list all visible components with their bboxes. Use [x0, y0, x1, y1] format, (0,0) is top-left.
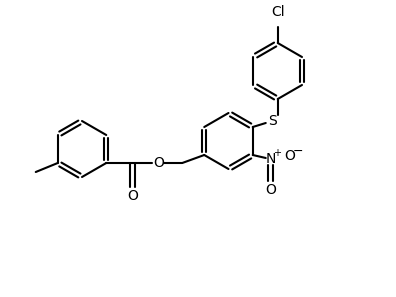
Text: Cl: Cl: [271, 5, 285, 19]
Text: S: S: [268, 114, 277, 128]
Text: N: N: [266, 152, 276, 166]
Text: +: +: [273, 148, 281, 158]
Text: O: O: [284, 149, 295, 163]
Text: −: −: [293, 145, 303, 157]
Text: O: O: [153, 156, 164, 170]
Text: O: O: [265, 183, 276, 197]
Text: O: O: [127, 189, 138, 203]
